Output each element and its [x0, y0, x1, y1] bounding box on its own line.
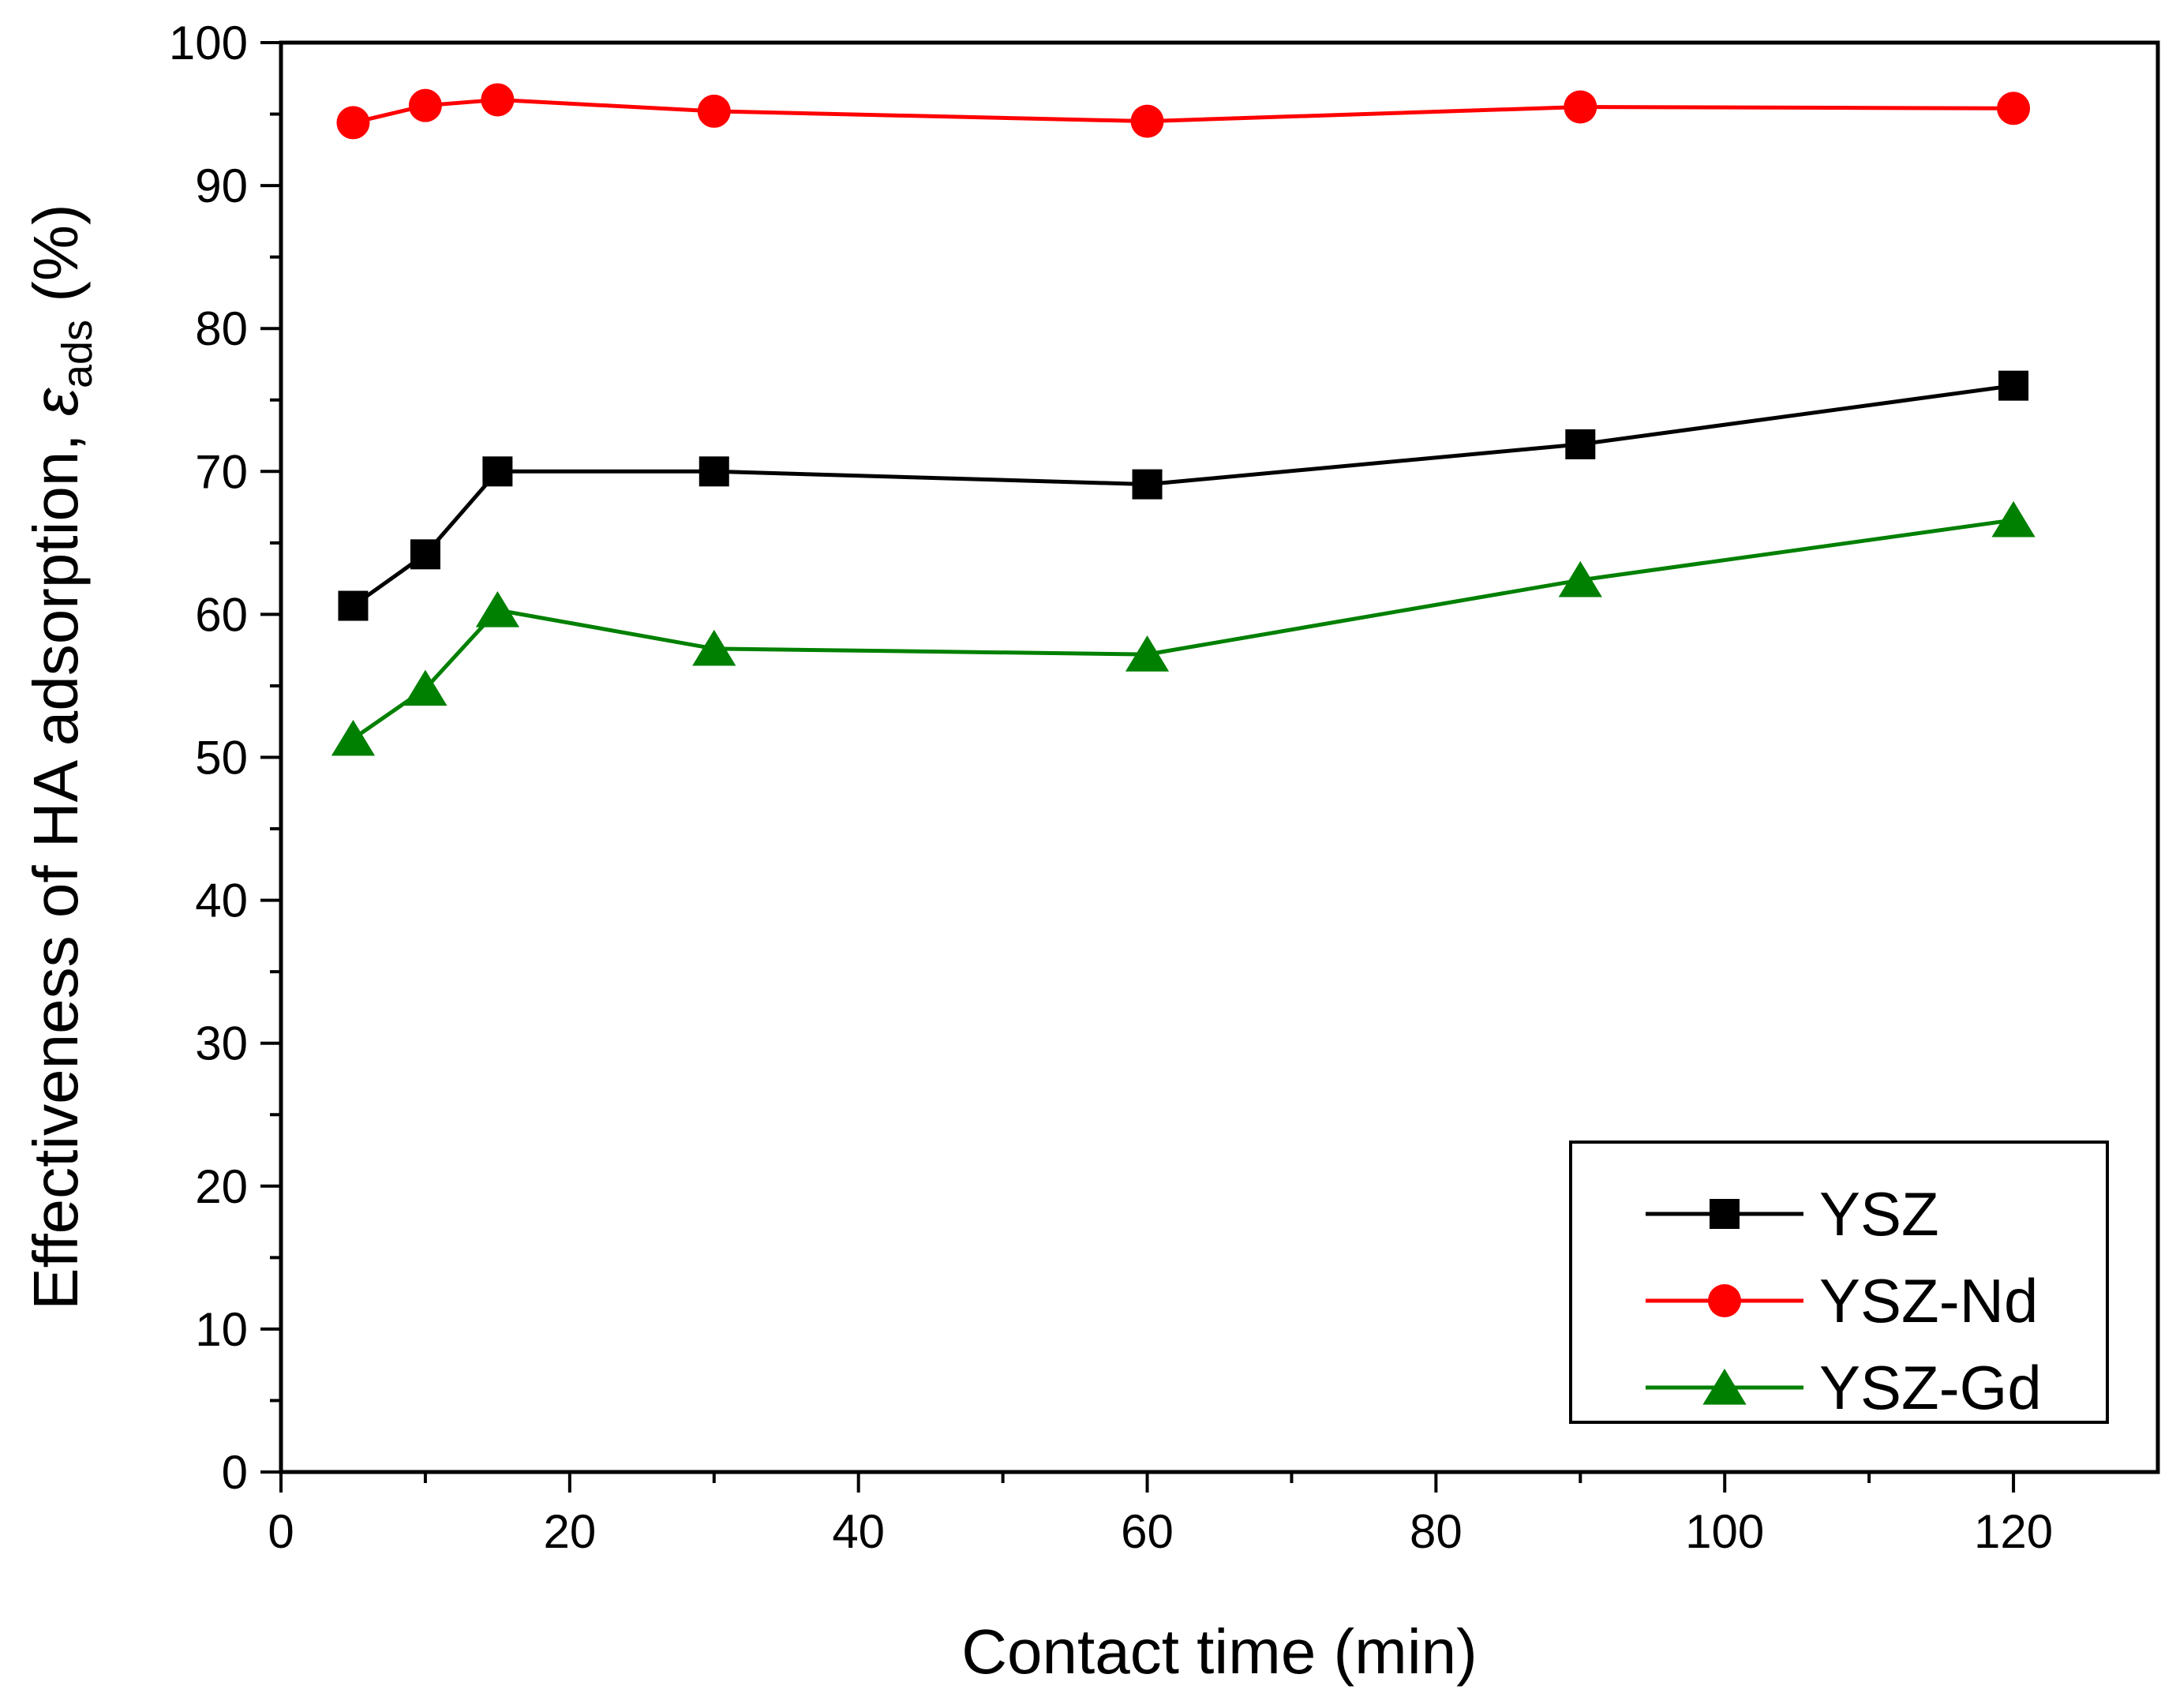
data-point-ysz-nd — [697, 94, 731, 128]
legend-item-ysz-gd: YSZ-Gd — [1646, 1353, 2042, 1422]
data-point-ysz — [482, 456, 513, 487]
series-line-ysz-nd — [352, 97, 2014, 125]
x-axis-title: Contact time (min) — [961, 1616, 1477, 1687]
data-point-ysz — [698, 456, 729, 487]
y-tick-label: 30 — [195, 1017, 248, 1070]
y-axis-title-symbol: ε — [21, 387, 91, 416]
data-point-ysz — [410, 539, 440, 570]
data-point-ysz — [1565, 429, 1596, 459]
data-point-ysz-nd — [1130, 104, 1164, 138]
x-tick-label: 60 — [1121, 1505, 1174, 1558]
series-ysz-nd — [336, 83, 2031, 140]
series-line-ysz — [352, 384, 2014, 608]
legend-item-ysz: YSZ — [1646, 1179, 1939, 1249]
x-tick-label: 0 — [268, 1505, 294, 1558]
legend-label: YSZ — [1819, 1179, 1939, 1249]
y-tick-label: 100 — [169, 17, 248, 69]
legend: YSZ YSZ-Nd YSZ-Gd — [1569, 1141, 2109, 1424]
y-axis-title-subscript: ads — [54, 320, 101, 388]
series-ysz-gd — [331, 500, 2036, 756]
y-tick-label: 50 — [195, 732, 248, 785]
y-axis-title-main: Effectiveness of HA adsorption, — [21, 416, 91, 1310]
plot-frame — [279, 40, 2160, 1474]
legend-marker — [1708, 1284, 1741, 1317]
x-tick-label: 40 — [832, 1505, 885, 1558]
y-axis-title-unit: (%) — [21, 204, 91, 320]
x-tick-label: 100 — [1685, 1505, 1764, 1558]
x-tick-label: 20 — [543, 1505, 596, 1558]
legend-label: YSZ-Gd — [1819, 1353, 2042, 1422]
data-point-ysz-nd — [1997, 92, 2031, 125]
data-point-ysz-gd — [1558, 560, 1602, 597]
x-tick-label: 80 — [1410, 1505, 1463, 1558]
series-ysz — [338, 370, 2029, 621]
data-point-ysz-nd — [1564, 90, 1597, 124]
legend-item-ysz-nd: YSZ-Nd — [1646, 1266, 2038, 1335]
y-axis-title: Effectiveness of HA adsorption, εads (%) — [21, 204, 101, 1309]
legend-marker — [1710, 1199, 1740, 1229]
data-point-ysz-gd — [692, 629, 736, 666]
y-tick-label: 40 — [195, 875, 248, 927]
data-point-ysz-gd — [403, 669, 448, 706]
y-tick-label: 90 — [195, 159, 248, 212]
y-tick-label: 70 — [195, 445, 248, 498]
legend-marker — [1702, 1369, 1747, 1405]
y-tick-label: 60 — [195, 588, 248, 641]
data-point-ysz-gd — [1125, 635, 1170, 672]
legend-label: YSZ-Nd — [1819, 1266, 2038, 1335]
data-point-ysz-nd — [336, 106, 370, 140]
ticks-layer: 0 20 40 60 80 100 120 0 10 20 30 40 50 60 70 80 90 100 — [169, 17, 2053, 1558]
y-tick-label: 0 — [222, 1446, 248, 1499]
data-point-ysz-gd — [1991, 500, 2036, 537]
data-point-ysz-nd — [481, 83, 515, 117]
data-point-ysz-gd — [475, 590, 519, 627]
x-tick-label: 120 — [1974, 1505, 2053, 1558]
data-point-ysz — [338, 590, 369, 621]
data-point-ysz — [1132, 469, 1163, 500]
legend-frame — [1569, 1141, 2109, 1424]
data-point-ysz-nd — [408, 88, 442, 122]
series-line-ysz-gd — [352, 518, 2014, 741]
legend-items: YSZ YSZ-Nd YSZ-Gd — [1646, 1179, 2042, 1422]
data-point-ysz-gd — [331, 719, 376, 756]
y-tick-label: 20 — [195, 1160, 248, 1213]
series-layer — [331, 83, 2036, 756]
data-point-ysz — [1998, 370, 2029, 401]
y-tick-label: 80 — [195, 302, 248, 355]
y-tick-label: 10 — [195, 1303, 248, 1356]
